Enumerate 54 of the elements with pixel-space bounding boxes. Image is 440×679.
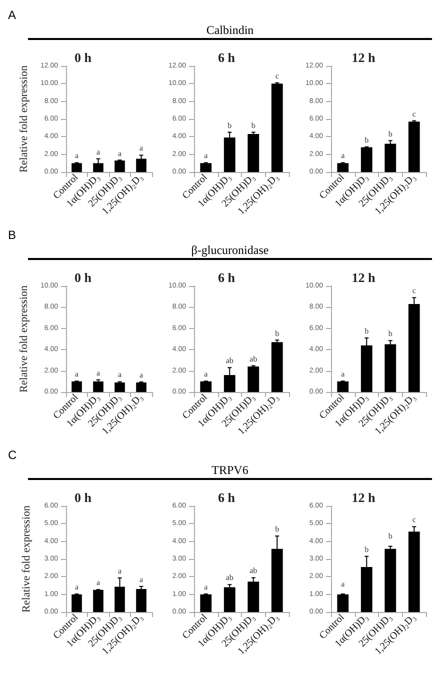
annotation: a [96, 368, 100, 378]
y-axis-title: Relative fold expression [18, 65, 30, 172]
annotation: b [388, 130, 392, 139]
chart-title: 6 h [218, 490, 236, 505]
annotation: a [204, 582, 208, 592]
chart-title: 6 h [218, 270, 236, 285]
annotation: ab [250, 566, 258, 576]
annotation: a [96, 578, 100, 588]
annotation: b [388, 329, 392, 338]
annotation: c [412, 286, 416, 296]
text: C [8, 448, 18, 462]
annotation: a [118, 370, 122, 380]
annotation: a [341, 370, 346, 379]
annotation: ab [226, 573, 234, 582]
chart-title: 0 h [74, 270, 92, 285]
text: β-glucuronidase [190, 242, 270, 258]
annotation: a [118, 566, 122, 576]
text: Calbindin [205, 22, 255, 38]
y-axis-title: Relative fold expression [20, 505, 32, 612]
annotation: b [364, 544, 369, 554]
annotation: a [96, 147, 100, 156]
annotation: a [204, 370, 208, 379]
annotation: ab [226, 356, 234, 365]
annotation: a [139, 574, 144, 584]
annotation: a [341, 579, 346, 588]
annotation: a [204, 151, 208, 160]
annotation: ab [250, 354, 258, 364]
annotation: a [74, 582, 79, 592]
text: A [8, 8, 18, 22]
chart-title: 12 h [352, 50, 376, 65]
annotation: c [275, 71, 280, 80]
annotation: a [139, 370, 144, 380]
annotation: a [139, 144, 144, 153]
chart-title: 0 h [74, 50, 92, 65]
annotation: b [364, 135, 369, 144]
annotation: b [275, 328, 280, 338]
text: B [8, 228, 18, 242]
chart-title: 0 h [74, 490, 92, 505]
annotation: a [74, 370, 79, 379]
y-axis-title: Relative fold expression [18, 285, 30, 392]
annotation: b [275, 524, 280, 534]
annotation: b [251, 120, 256, 130]
annotation: b [228, 121, 232, 130]
annotation: c [412, 515, 416, 524]
text: TRPV6 [210, 462, 250, 478]
annotation: a [341, 151, 346, 160]
chart-title: 6 h [218, 50, 236, 65]
annotation: c [412, 109, 416, 118]
annotation: a [74, 151, 79, 160]
chart-title: 12 h [352, 270, 376, 285]
annotation: b [388, 532, 392, 541]
annotation: a [118, 148, 122, 158]
chart-title: 12 h [352, 490, 376, 505]
annotation: b [364, 326, 369, 336]
